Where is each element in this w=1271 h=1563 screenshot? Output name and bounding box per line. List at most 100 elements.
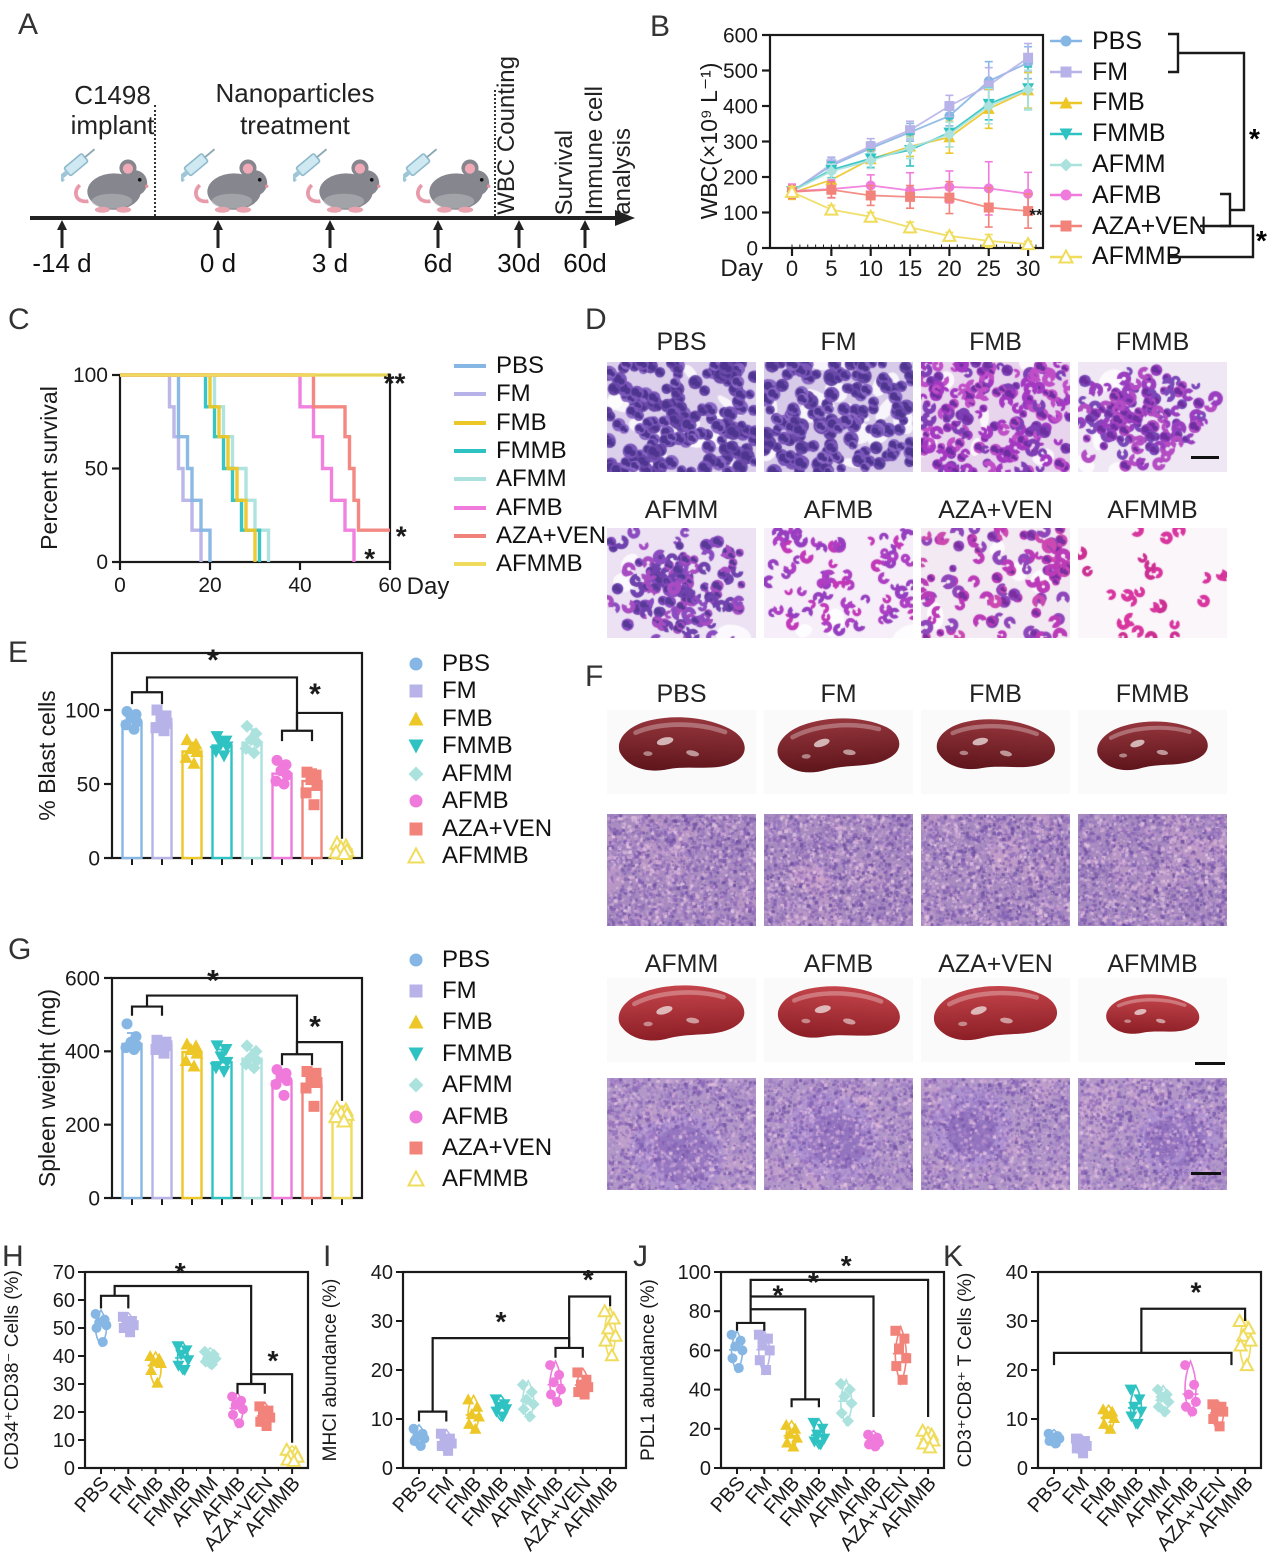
fmmb-marker-icon (408, 1047, 424, 1062)
svg-text:0: 0 (1017, 1458, 1028, 1480)
survival-label: Survival (551, 129, 578, 215)
svg-text:30: 30 (1016, 256, 1040, 281)
immune-analysis-label-line1: Immune cell (581, 85, 608, 215)
svg-text:Day: Day (407, 573, 450, 600)
svg-text:0: 0 (88, 1187, 100, 1210)
cytology-image (607, 362, 756, 472)
legend-label: FMMB (442, 1039, 513, 1067)
cytology-label: FMMB (1115, 328, 1190, 356)
cytology-label: AFMM (644, 496, 719, 524)
cytology-label: FMB (969, 328, 1022, 356)
svg-text:*: * (309, 678, 321, 711)
implant-label-line2: implant (70, 110, 155, 140)
cytology-image (1078, 362, 1227, 472)
panel-c-legend: PBS FM FMB FMMB AFMM AFMB AZA+VEN AFMMB (452, 352, 622, 602)
afmmb-marker-icon (1050, 248, 1082, 264)
legend-label: FMB (496, 408, 547, 436)
svg-text:200: 200 (723, 166, 758, 189)
svg-text:CD34⁺CD38⁻ Cells (%): CD34⁺CD38⁻ Cells (%) (2, 1270, 23, 1470)
panel-b-legend: PBS FM FMB FMMB AFMM AFMB AZA+VEN AFMMB (1048, 26, 1271, 278)
svg-text:200: 200 (65, 1114, 100, 1137)
svg-text:10: 10 (53, 1430, 75, 1452)
legend-label: AFMB (442, 1102, 509, 1130)
svg-text:Day: Day (720, 255, 763, 282)
spleen-photo (1078, 710, 1227, 794)
afmb-marker-icon (1050, 189, 1082, 201)
panel-c-survival-chart: 0 50 100 0 20 40 60 Day Percent survival ** * * (25, 330, 455, 630)
spleen-histology-image (764, 814, 913, 926)
panel-e-legend: PBS FM FMB FMMB AFMM AFMB AZA+VEN AFMMB (398, 650, 578, 890)
spleen-label: AFMM (644, 950, 719, 978)
svg-text:**: ** (1029, 205, 1043, 224)
timepoint-label: 60d (563, 248, 607, 278)
legend-item-PBS: PBS (398, 944, 578, 975)
panel-g-legend: PBS FM FMB FMMB AFMM AFMB AZA+VEN AFMMB (398, 944, 578, 1204)
svg-text:50: 50 (77, 773, 100, 796)
svg-text:100: 100 (65, 699, 100, 722)
cytology-image (921, 528, 1070, 638)
panel-letter-j: J (633, 1240, 648, 1273)
svg-text:400: 400 (723, 95, 758, 118)
legend-item-FMMB: FMMB (452, 437, 622, 465)
cytology-image (764, 362, 913, 472)
afmm-marker-icon (408, 766, 424, 782)
legend-item-FMB: FMB (1048, 88, 1271, 119)
svg-text:70: 70 (53, 1262, 75, 1284)
svg-text:*: * (1191, 1276, 1202, 1307)
svg-text:300: 300 (723, 131, 758, 154)
svg-text:500: 500 (723, 60, 758, 83)
svg-text:*: * (268, 1345, 279, 1376)
fm-marker-icon (409, 984, 423, 998)
spleen-histology-image (921, 1078, 1070, 1190)
sig-star: * (1256, 225, 1267, 256)
panel-b-wbc-chart: 0 100 200 300 400 500 600 0 5 10 15 20 25 30 Day WBC(×1… (655, 18, 1055, 290)
legend-item-FMB: FMB (452, 409, 622, 437)
legend-item-AFMMB: AFMMB (1048, 242, 1271, 273)
spleen-label: FMB (969, 680, 1022, 708)
legend-label: AZA+VEN (442, 814, 553, 842)
legend-item-AZA+VEN: AZA+VEN (452, 522, 622, 550)
svg-text:0: 0 (64, 1458, 75, 1480)
panel-d-cytology: PBS FM FMB FMMB AFMM AFMB AZA+VEN AFMMB (595, 318, 1271, 648)
svg-text:15: 15 (898, 256, 922, 281)
panel-i-mhci-chart: 0 10 20 30 40 MHCI abundance (%) PBS FM FMB FMMB A… (318, 1238, 636, 1563)
svg-text:600: 600 (65, 967, 100, 990)
svg-text:*: * (207, 644, 219, 677)
legend-label: FM (442, 977, 477, 1005)
fmmb-marker-icon (1050, 128, 1082, 141)
panel-h-cd34-chart: 0 10 20 30 40 50 60 70 CD34⁺CD38⁻ Cells (%) PBS FM… (0, 1238, 318, 1563)
afmmb-marker-icon (454, 562, 486, 567)
timepoint-label: -14 d (32, 248, 92, 278)
legend-label: AFMM (496, 465, 567, 493)
legend-item-PBS: PBS (398, 650, 578, 678)
cytology-label: FM (820, 328, 857, 356)
fm-marker-icon (409, 684, 423, 698)
svg-text:*: * (772, 1279, 783, 1310)
phase-divider-1 (154, 105, 156, 220)
svg-text:30: 30 (53, 1374, 75, 1396)
afmb-marker-icon (409, 1110, 423, 1124)
legend-label: PBS (1092, 26, 1143, 55)
afmmb-marker-icon (406, 846, 426, 864)
svg-text:50: 50 (53, 1318, 75, 1340)
spleen-histology-image (1078, 1078, 1227, 1190)
legend-label: AFMM (442, 759, 513, 787)
panel-letter-e: E (8, 636, 29, 669)
svg-text:20: 20 (198, 574, 221, 597)
fm-marker-icon (454, 392, 486, 397)
legend-item-FM: FM (1048, 57, 1271, 88)
legend-item-AFMB: AFMB (452, 493, 622, 521)
legend-item-AFMMB: AFMMB (398, 842, 578, 871)
panel-letter-k: K (943, 1240, 964, 1273)
legend-label: FM (442, 677, 477, 705)
legend-item-FMMB: FMMB (398, 732, 578, 761)
aza+ven-marker-icon (409, 1141, 423, 1155)
svg-text:CD3⁺CD8⁺ T Cells (%): CD3⁺CD8⁺ T Cells (%) (955, 1273, 976, 1468)
spleen-label: AFMB (803, 950, 874, 978)
svg-text:% Blast cells: % Blast cells (34, 690, 60, 820)
svg-text:*: * (309, 1011, 321, 1044)
svg-text:*: * (175, 1257, 186, 1288)
syringe-icon (293, 144, 331, 184)
legend-item-AZA+VEN: AZA+VEN (398, 1132, 578, 1163)
legend-label: AFMM (442, 1071, 513, 1099)
